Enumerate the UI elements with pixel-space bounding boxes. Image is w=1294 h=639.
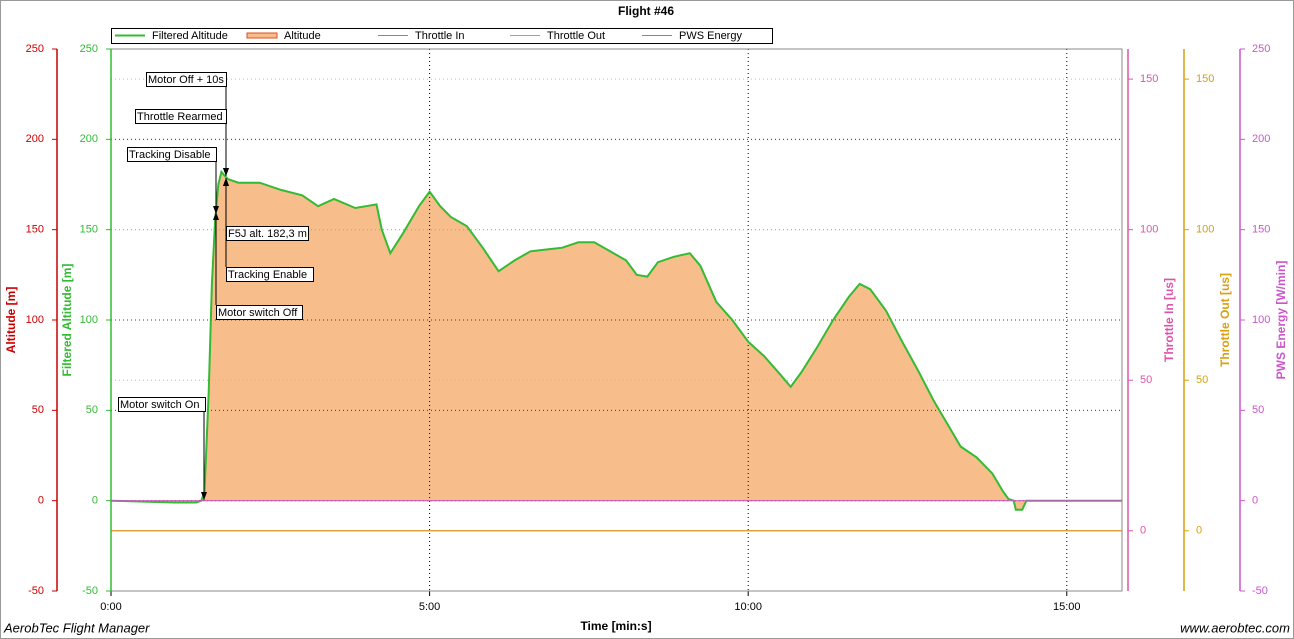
y-tick-label: 250 <box>26 43 44 55</box>
annotation-box <box>135 109 227 124</box>
chart-title: Flight #46 <box>618 4 674 18</box>
y-tick-label: 200 <box>26 133 44 145</box>
y-tick-label: 100 <box>1140 224 1158 236</box>
annotation-label: F5J alt. 182,3 m <box>228 228 307 240</box>
x-tick-label: 0:00 <box>100 601 121 613</box>
y-tick-label: 200 <box>1252 133 1270 145</box>
y-tick-label: 0 <box>1140 525 1146 537</box>
y-tick-label: 50 <box>32 404 44 416</box>
legend-swatch <box>246 32 278 39</box>
y-tick-label: 50 <box>86 404 98 416</box>
annotation-arrowhead <box>213 212 219 220</box>
y-tick-label: 0 <box>1252 495 1258 507</box>
series-line <box>110 169 1122 511</box>
annotation-arrowhead <box>223 178 229 186</box>
annotation-label: Motor switch On <box>120 399 199 411</box>
y-tick-label: 100 <box>26 314 44 326</box>
y-tick-label: 150 <box>1252 224 1270 236</box>
annotation-label: Motor switch Off <box>218 307 298 319</box>
x-tick-label: 10:00 <box>734 601 762 613</box>
annotation-box <box>127 147 217 162</box>
y-tick-label: 50 <box>1140 374 1152 386</box>
y-tick-label: 150 <box>26 224 44 236</box>
y-tick-label: 150 <box>1140 73 1158 85</box>
x-tick-label: 5:00 <box>419 601 440 613</box>
y-tick-label: 200 <box>80 133 98 145</box>
footer-left: AerobTec Flight Manager <box>3 620 150 635</box>
y-tick-label: 150 <box>1196 73 1214 85</box>
y-axis-label: Altitude [m] <box>4 287 18 354</box>
y-axis-label: Filtered Altitude [m] <box>60 264 74 377</box>
annotation-arrowhead <box>213 206 219 214</box>
y-tick-label: 150 <box>80 224 98 236</box>
annotation-box <box>118 397 206 412</box>
y-tick-label: 250 <box>80 43 98 55</box>
y-tick-label: 0 <box>38 495 44 507</box>
y-axis-label: Throttle Out [us] <box>1218 273 1232 367</box>
annotation-box <box>216 305 303 320</box>
y-tick-label: 0 <box>92 495 98 507</box>
legend-label: Filtered Altitude <box>152 30 228 42</box>
annotation-arrowhead <box>201 492 207 500</box>
footer-right: www.aerobtec.com <box>1180 620 1290 635</box>
y-axis-label: PWS Energy [W/min] <box>1274 261 1288 380</box>
legend-label: Altitude <box>284 30 321 42</box>
legend <box>111 28 773 44</box>
y-tick-label: -50 <box>28 585 44 597</box>
y-tick-label: 0 <box>1196 525 1202 537</box>
annotation-label: Throttle Rearmed <box>137 111 223 123</box>
x-tick-label: 15:00 <box>1053 601 1081 613</box>
annotation-box <box>146 72 227 87</box>
y-tick-label: 50 <box>1196 374 1208 386</box>
annotation-box <box>226 267 314 282</box>
y-tick-label: 100 <box>1196 224 1214 236</box>
y-tick-label: 50 <box>1252 404 1264 416</box>
x-axis-label: Time [min:s] <box>580 619 651 633</box>
y-tick-label: -50 <box>82 585 98 597</box>
annotation-label: Tracking Enable <box>228 269 307 281</box>
annotation-label: Motor Off + 10s <box>148 74 224 86</box>
legend-label: Throttle Out <box>547 30 605 42</box>
legend-label: Throttle In <box>415 30 465 42</box>
y-tick-label: 100 <box>80 314 98 326</box>
y-tick-label: 250 <box>1252 43 1270 55</box>
annotation-label: Tracking Disable <box>129 149 211 161</box>
y-axis-label: Throttle In [us] <box>1162 278 1176 362</box>
y-tick-label: 100 <box>1252 314 1270 326</box>
y-tick-label: -50 <box>1252 585 1268 597</box>
legend-label: PWS Energy <box>679 30 742 42</box>
annotation-arrowhead <box>223 168 229 176</box>
